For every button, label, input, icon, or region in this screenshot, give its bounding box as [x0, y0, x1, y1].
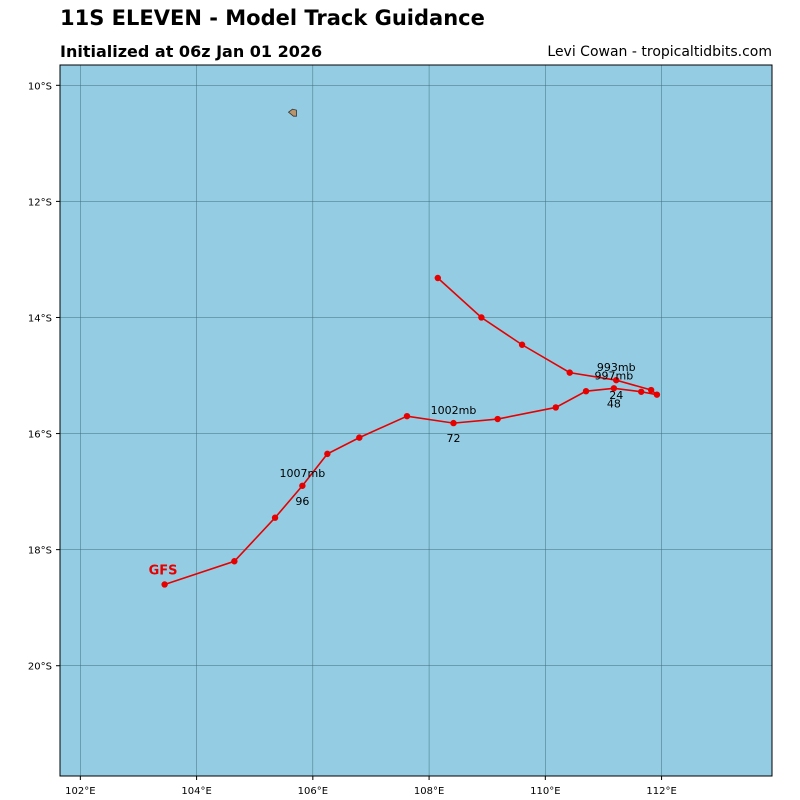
track-point [552, 404, 559, 411]
lon-tick-label: 106°E [298, 786, 328, 797]
axis-ticks: 102°E 104°E 106°E 108°E 110°E 112°E 10°S 12°S 14… [28, 81, 677, 797]
track-point [478, 314, 485, 321]
lon-tick-label: 112°E [646, 786, 676, 797]
track-point [450, 419, 457, 427]
track-point [613, 376, 620, 384]
credit-text: Levi Cowan - tropicaltidbits.com [547, 44, 772, 60]
track-point [231, 558, 238, 565]
lat-tick-label: 20°S [28, 662, 52, 673]
track-point [403, 412, 411, 420]
track-point [271, 514, 279, 521]
track-point [610, 385, 618, 392]
lat-tick-label: 12°S [28, 197, 52, 208]
island-landmass [287, 108, 297, 117]
lat-tick-label: 16°S [28, 430, 52, 441]
pressure-label: 993mb [597, 361, 636, 374]
pressure-label: 1007mb [280, 467, 326, 480]
track-point [647, 386, 655, 394]
track-point [324, 450, 331, 458]
grid-lines [60, 65, 772, 776]
track-point [518, 341, 526, 348]
lon-tick-label: 102°E [65, 786, 95, 797]
model-name-label: GFS [149, 563, 178, 578]
lon-tick-label: 108°E [414, 786, 444, 797]
track-point [494, 415, 501, 423]
ocean-background [60, 65, 772, 776]
track-point [566, 369, 573, 376]
track-point [638, 388, 645, 395]
pressure-label: 997mb [595, 369, 634, 382]
lat-tick-label: 18°S [28, 546, 52, 557]
forecast-hour-label: 96 [295, 495, 309, 508]
forecast-hour-label: 24 [609, 389, 623, 402]
track-point [434, 274, 441, 282]
track-point [161, 581, 168, 588]
island-shape [287, 108, 297, 117]
init-time-subtitle: Initialized at 06z Jan 01 2026 [60, 42, 323, 61]
forecast-hour-label: 72 [446, 432, 460, 445]
gfs-track: GFS [149, 274, 661, 588]
pressure-label: 1002mb [431, 404, 477, 417]
page-title: 11S ELEVEN - Model Track Guidance [60, 6, 485, 30]
forecast-hour-label: 48 [607, 397, 621, 410]
track-point [299, 482, 306, 489]
lat-tick-label: 10°S [28, 81, 52, 92]
track-point [356, 434, 363, 441]
map-frame [59, 64, 773, 777]
lon-tick-label: 110°E [530, 786, 560, 797]
track-point [653, 391, 661, 398]
lon-tick-label: 104°E [181, 786, 211, 797]
track-point [582, 387, 590, 395]
track-line [164, 277, 658, 586]
lat-tick-label: 14°S [28, 313, 52, 324]
